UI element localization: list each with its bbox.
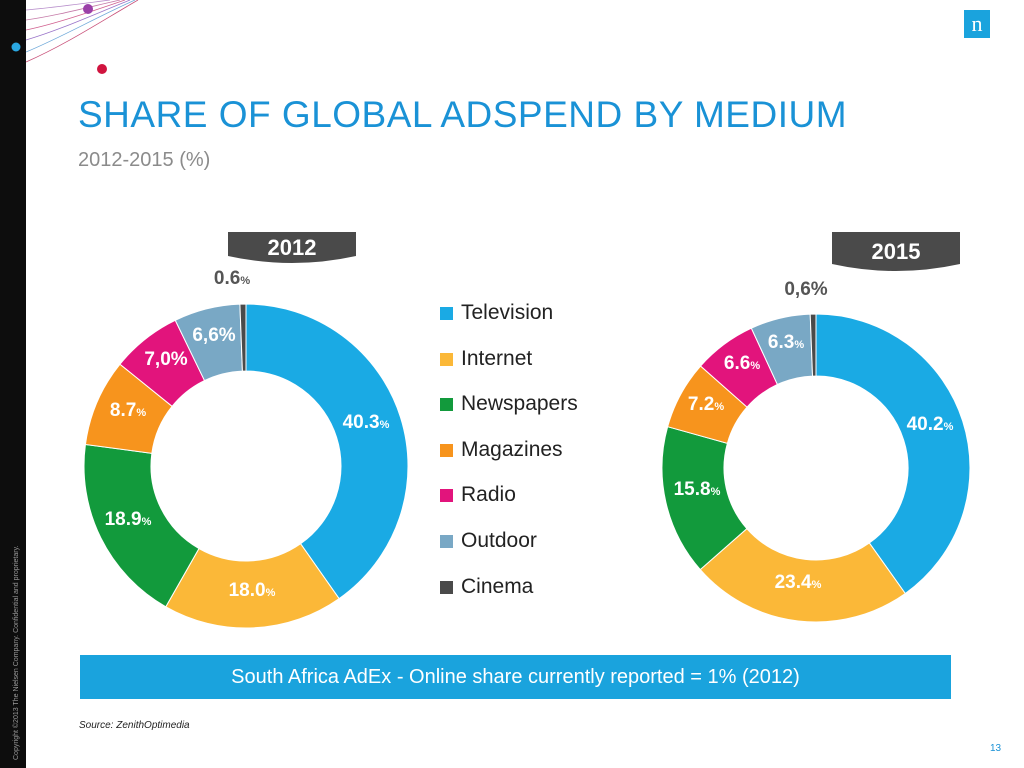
legend-label: Cinema xyxy=(461,574,534,598)
legend-swatch xyxy=(440,398,453,412)
legend-label: Radio xyxy=(461,483,516,507)
legend-label: Outdoor xyxy=(461,528,537,552)
legend-label: Newspapers xyxy=(461,392,578,416)
data-label-magazines: 7.2% xyxy=(688,394,724,415)
data-label-television: 40.2% xyxy=(907,414,954,435)
data-label-internet: 18.0% xyxy=(229,580,276,601)
donut-charts: 2012 40.3% 18.0% 18.9% 8.7% 7,0%6,6% 0.6% 2015 4… xyxy=(83,232,971,629)
year-tab xyxy=(832,232,960,271)
legend-swatch xyxy=(440,534,453,548)
donut-chart-2015: 2015 40.2% 23.4% 15.8% 7.2%6.6% 6.3% 0,6% xyxy=(661,232,971,623)
data-label-magazines: 8.7% xyxy=(110,400,146,421)
slice-cinema xyxy=(239,303,247,372)
data-label-outdoor: 6,6% xyxy=(192,325,235,346)
decor-dot-red xyxy=(97,64,107,74)
nielsen-logo: n xyxy=(964,10,990,38)
data-label-cinema: 0,6% xyxy=(784,279,827,300)
year-tab-label: 2012 xyxy=(268,235,317,260)
slice-internet xyxy=(699,527,906,623)
legend-swatch xyxy=(440,580,453,594)
source-note: Source: ZenithOptimedia xyxy=(79,720,190,731)
banner-text: South Africa AdEx - Online share current… xyxy=(231,666,800,688)
page-subtitle: 2012-2015 (%) xyxy=(78,149,211,171)
data-label-radio: 6.6% xyxy=(724,353,760,374)
slice-newspapers xyxy=(83,443,200,608)
decor-dot-blue xyxy=(11,42,21,52)
data-label-television: 40.3% xyxy=(343,412,390,433)
decorative-curves xyxy=(11,0,139,74)
slice-television xyxy=(245,303,409,600)
year-tab xyxy=(228,232,356,263)
data-label-outdoor: 6.3% xyxy=(768,332,804,353)
slice-television xyxy=(815,313,971,595)
legend-swatch xyxy=(440,307,453,320)
info-banner: South Africa AdEx - Online share current… xyxy=(80,655,951,699)
legend-label: Television xyxy=(461,301,554,324)
data-label-newspapers: 15.8% xyxy=(674,479,721,500)
legend-label: Magazines xyxy=(461,437,563,461)
data-label-radio: 7,0% xyxy=(144,349,187,370)
page-title: SHARE OF GLOBAL ADSPEND BY MEDIUM xyxy=(78,94,848,135)
page-number: 13 xyxy=(990,743,1002,754)
year-tab-label: 2015 xyxy=(872,239,921,264)
data-label-cinema: 0.6% xyxy=(214,268,250,289)
data-label-internet: 23.4% xyxy=(775,572,822,593)
slice-cinema xyxy=(809,313,817,377)
donut-chart-2012: 2012 40.3% 18.0% 18.9% 8.7% 7,0%6,6% 0.6% xyxy=(83,232,409,629)
legend-label: Internet xyxy=(461,346,533,370)
decor-dot-purple xyxy=(83,4,93,14)
data-label-newspapers: 18.9% xyxy=(105,509,152,530)
left-sidebar xyxy=(0,0,26,768)
legend-swatch xyxy=(440,489,453,503)
nielsen-logo-icon: n xyxy=(971,11,983,36)
legend-swatch xyxy=(440,352,453,366)
legend-swatch xyxy=(440,443,453,457)
